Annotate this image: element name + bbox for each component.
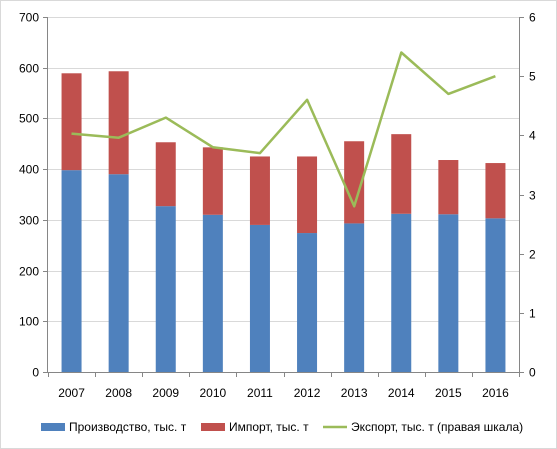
- tick-label-x: 2008: [105, 386, 132, 400]
- legend-swatch: [201, 423, 225, 431]
- tick-label-x: 2014: [388, 386, 415, 400]
- tick-label-left: 700: [19, 11, 39, 25]
- tick-label-x: 2013: [341, 386, 368, 400]
- bar-import: [61, 73, 82, 171]
- bar-import: [438, 160, 459, 215]
- legend-item-export: Экспорт, тыс. т (правая шкала): [323, 420, 523, 434]
- bar-import: [202, 147, 223, 215]
- tick-label-x: 2012: [294, 386, 321, 400]
- axes: 0 100 200 300 400 500 600 700 0 1 2 3 4 5 6 2007 2008 200…: [19, 11, 536, 401]
- tick-label-left: 200: [19, 265, 39, 279]
- bar-production: [155, 206, 176, 372]
- bar-import: [485, 163, 506, 219]
- tick-label-left: 400: [19, 163, 39, 177]
- bar-production: [249, 224, 270, 372]
- tick-label-right: 0: [529, 366, 536, 380]
- legend-label: Импорт, тыс. т: [229, 420, 309, 434]
- tick-label-right: 1: [529, 307, 536, 321]
- legend-item-import: Импорт, тыс. т: [201, 420, 309, 434]
- tick-label-right: 4: [529, 129, 536, 143]
- export-line-series: [71, 51, 496, 208]
- bar-import: [391, 134, 412, 214]
- legend-label: Экспорт, тыс. т (правая шкала): [351, 420, 523, 434]
- legend-swatch: [41, 423, 65, 431]
- tick-label-left: 0: [32, 366, 39, 380]
- legend-label: Производство, тыс. т: [69, 420, 187, 434]
- bar-import: [108, 71, 129, 175]
- bar-production: [202, 214, 223, 372]
- bar-production: [344, 223, 365, 372]
- legend: Производство, тыс. т Импорт, тыс. т Экспор…: [41, 420, 523, 434]
- tick-label-x: 2016: [482, 386, 509, 400]
- tick-label-right: 2: [529, 248, 536, 262]
- tick-label-left: 500: [19, 112, 39, 126]
- tick-label-right: 6: [529, 11, 536, 25]
- bars: [61, 71, 506, 372]
- tick-label-left: 300: [19, 214, 39, 228]
- bar-import: [155, 142, 176, 207]
- tick-label-right: 5: [529, 70, 536, 84]
- bar-production: [61, 170, 82, 372]
- tick-label-x: 2015: [435, 386, 462, 400]
- bar-import: [344, 141, 365, 224]
- bar-import: [249, 156, 270, 225]
- bar-import: [297, 156, 318, 234]
- tick-label-x: 2010: [199, 386, 226, 400]
- legend-item-production: Производство, тыс. т: [41, 420, 187, 434]
- tick-label-left: 600: [19, 62, 39, 76]
- tick-label-x: 2007: [58, 386, 85, 400]
- tick-label-x: 2011: [247, 386, 273, 400]
- bar-production: [297, 233, 318, 372]
- bar-production: [438, 214, 459, 372]
- bar-production: [391, 213, 412, 372]
- series-line-export: [71, 51, 496, 208]
- tick-label-x: 2009: [152, 386, 179, 400]
- bar-production: [485, 218, 506, 372]
- tick-label-right: 3: [529, 189, 536, 203]
- bar-production: [108, 174, 129, 372]
- tick-label-left: 100: [19, 315, 39, 329]
